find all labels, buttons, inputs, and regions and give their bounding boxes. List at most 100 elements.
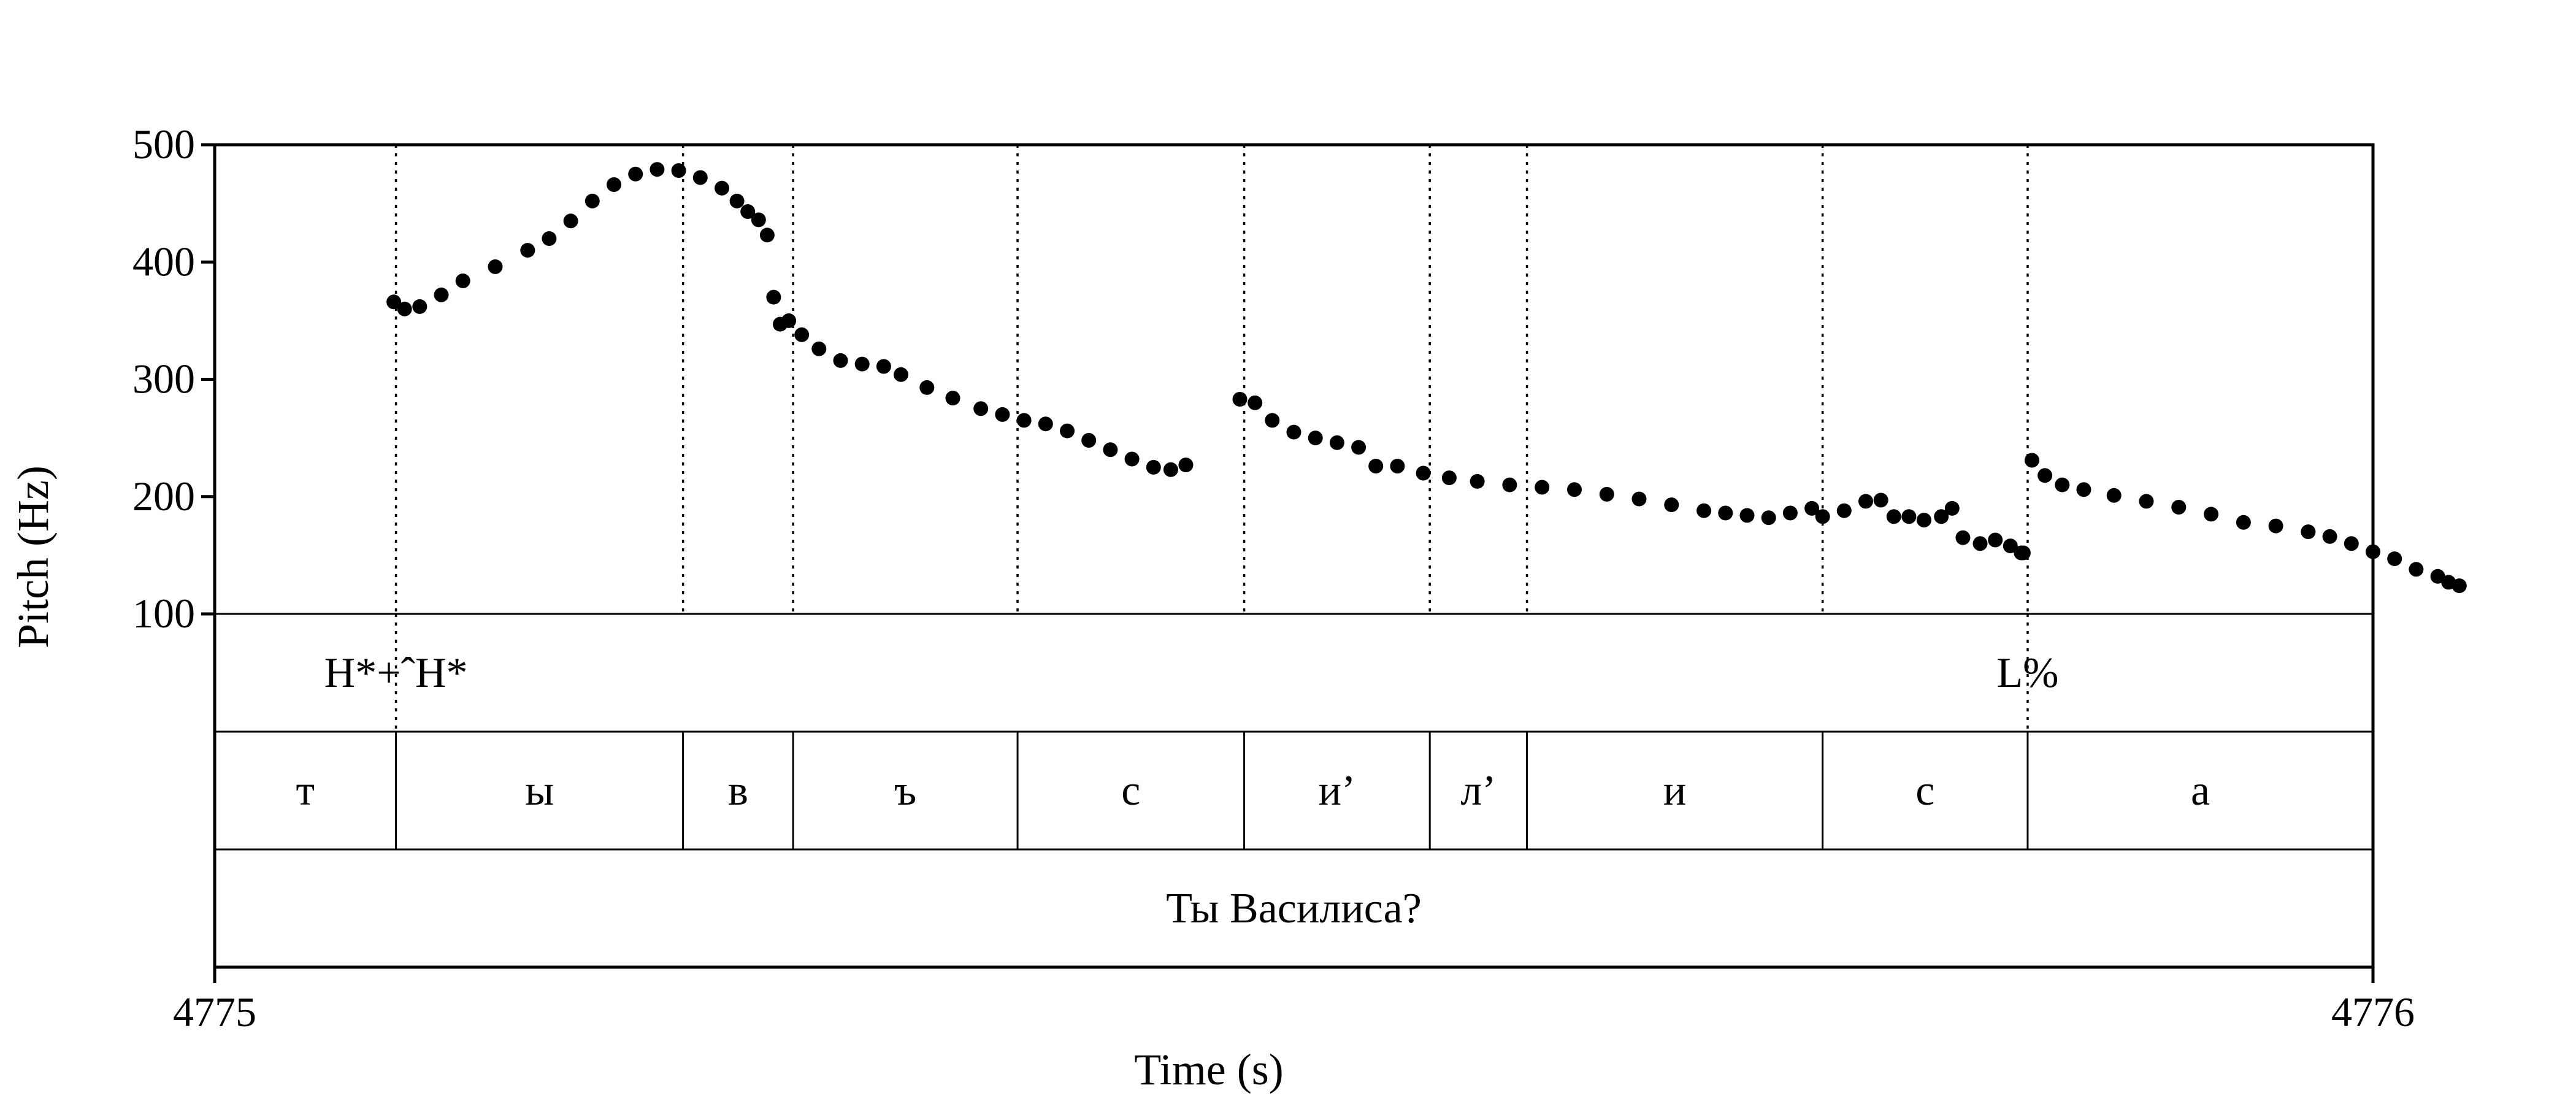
pitch-point-0-4	[455, 273, 470, 288]
pitch-point-1-17	[1103, 442, 1118, 458]
segment-label-2: в	[728, 767, 748, 814]
y-tick-label-3: 400	[132, 238, 195, 285]
pitch-point-2-30	[1917, 513, 1931, 527]
pitch-point-1-11	[973, 401, 989, 416]
pitch-point-2-25	[1836, 503, 1852, 518]
pitch-point-4-14	[2387, 551, 2402, 567]
pitch-point-1-19	[1146, 459, 1161, 475]
x-tick-label-start: 4775	[173, 989, 256, 1035]
pitch-point-2-29	[1901, 509, 1917, 524]
pitch-point-1-9	[919, 380, 935, 395]
pitch-point-0-7	[542, 231, 557, 246]
pitch-point-2-23	[1804, 500, 1820, 516]
pitch-point-0-8	[563, 213, 578, 229]
segment-label-7: и	[1663, 767, 1686, 814]
pitch-point-0-1	[397, 301, 412, 316]
pitch-point-0-19	[759, 228, 775, 243]
pitch-point-0-17	[740, 204, 756, 219]
pitch-point-2-18	[1696, 503, 1712, 518]
y-tick-label-2: 300	[132, 356, 195, 402]
pitch-point-2-34	[1972, 536, 1988, 551]
pitch-point-4-11	[2322, 529, 2337, 544]
pitch-point-0-15	[715, 180, 729, 196]
pitch-point-1-13	[1016, 413, 1032, 428]
pitch-points	[386, 162, 2467, 594]
segment-label-5: и’	[1318, 767, 1355, 814]
pitch-point-1-2	[781, 313, 797, 328]
pitch-point-4-5	[2139, 494, 2154, 509]
pitch-point-1-3	[794, 327, 810, 342]
pitch-point-2-0	[1232, 392, 1248, 407]
pitch-point-2-16	[1631, 491, 1647, 507]
pitch-point-4-12	[2344, 536, 2359, 551]
pitch-point-0-11	[628, 166, 643, 182]
pitch-point-2-11	[1470, 473, 1485, 489]
pitch-point-2-12	[1502, 477, 1517, 492]
pitch-point-1-20	[1163, 462, 1178, 477]
pitch-point-2-2	[1265, 413, 1280, 428]
pitch-point-1-6	[854, 356, 870, 372]
pitch-point-2-26	[1858, 494, 1873, 509]
pitch-point-2-4	[1308, 431, 1323, 446]
pitch-point-1-15	[1060, 423, 1075, 439]
pitch-point-2-1	[1248, 395, 1263, 410]
pitch-point-1-10	[945, 391, 960, 406]
pitch-point-2-17	[1664, 497, 1679, 513]
pitch-point-4-1	[2037, 468, 2053, 483]
segment-label-6: л’	[1460, 767, 1496, 814]
pitch-point-1-21	[1178, 458, 1194, 473]
x-tick-label-end: 4776	[2331, 989, 2415, 1035]
pitch-point-2-5	[1329, 435, 1344, 450]
word-label-0: Ты Василиса?	[1166, 885, 1422, 932]
segment-label-4: с	[1121, 767, 1140, 814]
chart-frame	[213, 143, 2375, 969]
pitch-point-2-36	[2003, 538, 2018, 554]
pitch-point-4-4	[2106, 488, 2122, 503]
segment-label-1: ы	[525, 767, 554, 814]
pitch-point-1-14	[1038, 416, 1053, 432]
pitch-point-2-21	[1761, 510, 1776, 526]
pitch-point-0-3	[434, 287, 449, 302]
y-axis-title: Pitch (Hz)	[9, 465, 58, 648]
pitch-point-3-0	[2014, 545, 2029, 561]
annotation-tiers: H*+ˆH* L% т ы в ъ с и’ л’ и с а Ты Василиса?	[296, 614, 2210, 932]
pitch-point-2-20	[1739, 508, 1755, 523]
pitch-point-1-16	[1081, 433, 1097, 448]
pitch-point-0-9	[585, 193, 600, 209]
pitch-point-4-15	[2409, 562, 2424, 577]
pitch-point-2-9	[1416, 465, 1431, 481]
pitch-point-1-18	[1124, 451, 1140, 467]
pitch-point-4-8	[2236, 515, 2251, 530]
segment-label-9: а	[2191, 767, 2210, 814]
pitch-point-2-35	[1988, 532, 2003, 548]
pitch-point-2-32	[1944, 500, 1960, 516]
pitch-point-1-5	[833, 353, 848, 368]
chart-outline	[213, 143, 2375, 969]
pitch-point-2-33	[1955, 530, 1971, 545]
pitch-point-4-0	[2025, 453, 2039, 468]
pitch-point-4-2	[2055, 477, 2070, 492]
boundary-lines	[394, 145, 2029, 614]
pitch-point-0-16	[729, 193, 745, 209]
pitch-point-2-31	[1934, 509, 1949, 524]
pitch-point-2-14	[1567, 482, 1582, 497]
pitch-point-4-16	[2430, 569, 2445, 584]
pitch-point-2-22	[1782, 505, 1798, 521]
y-tick-label-1: 200	[132, 473, 195, 519]
tone-label-0: H*+ˆH*	[324, 649, 468, 697]
segment-label-0: т	[296, 767, 315, 814]
pitch-point-2-27	[1873, 492, 1888, 508]
pitch-point-4-10	[2301, 524, 2316, 540]
pitch-point-2-28	[1886, 509, 1901, 524]
pitch-point-0-12	[650, 162, 665, 177]
pitch-point-2-24	[1815, 509, 1830, 524]
pitch-point-0-14	[692, 170, 708, 185]
pitch-point-2-8	[1390, 459, 1405, 473]
pitch-point-2-3	[1286, 424, 1301, 440]
pitch-point-0-10	[607, 177, 621, 192]
segment-label-3: ъ	[894, 767, 916, 814]
pitch-point-0-13	[671, 163, 686, 178]
y-axis-ticks: 100 200 300 400 500	[132, 121, 2375, 983]
pitch-point-2-19	[1718, 505, 1733, 521]
